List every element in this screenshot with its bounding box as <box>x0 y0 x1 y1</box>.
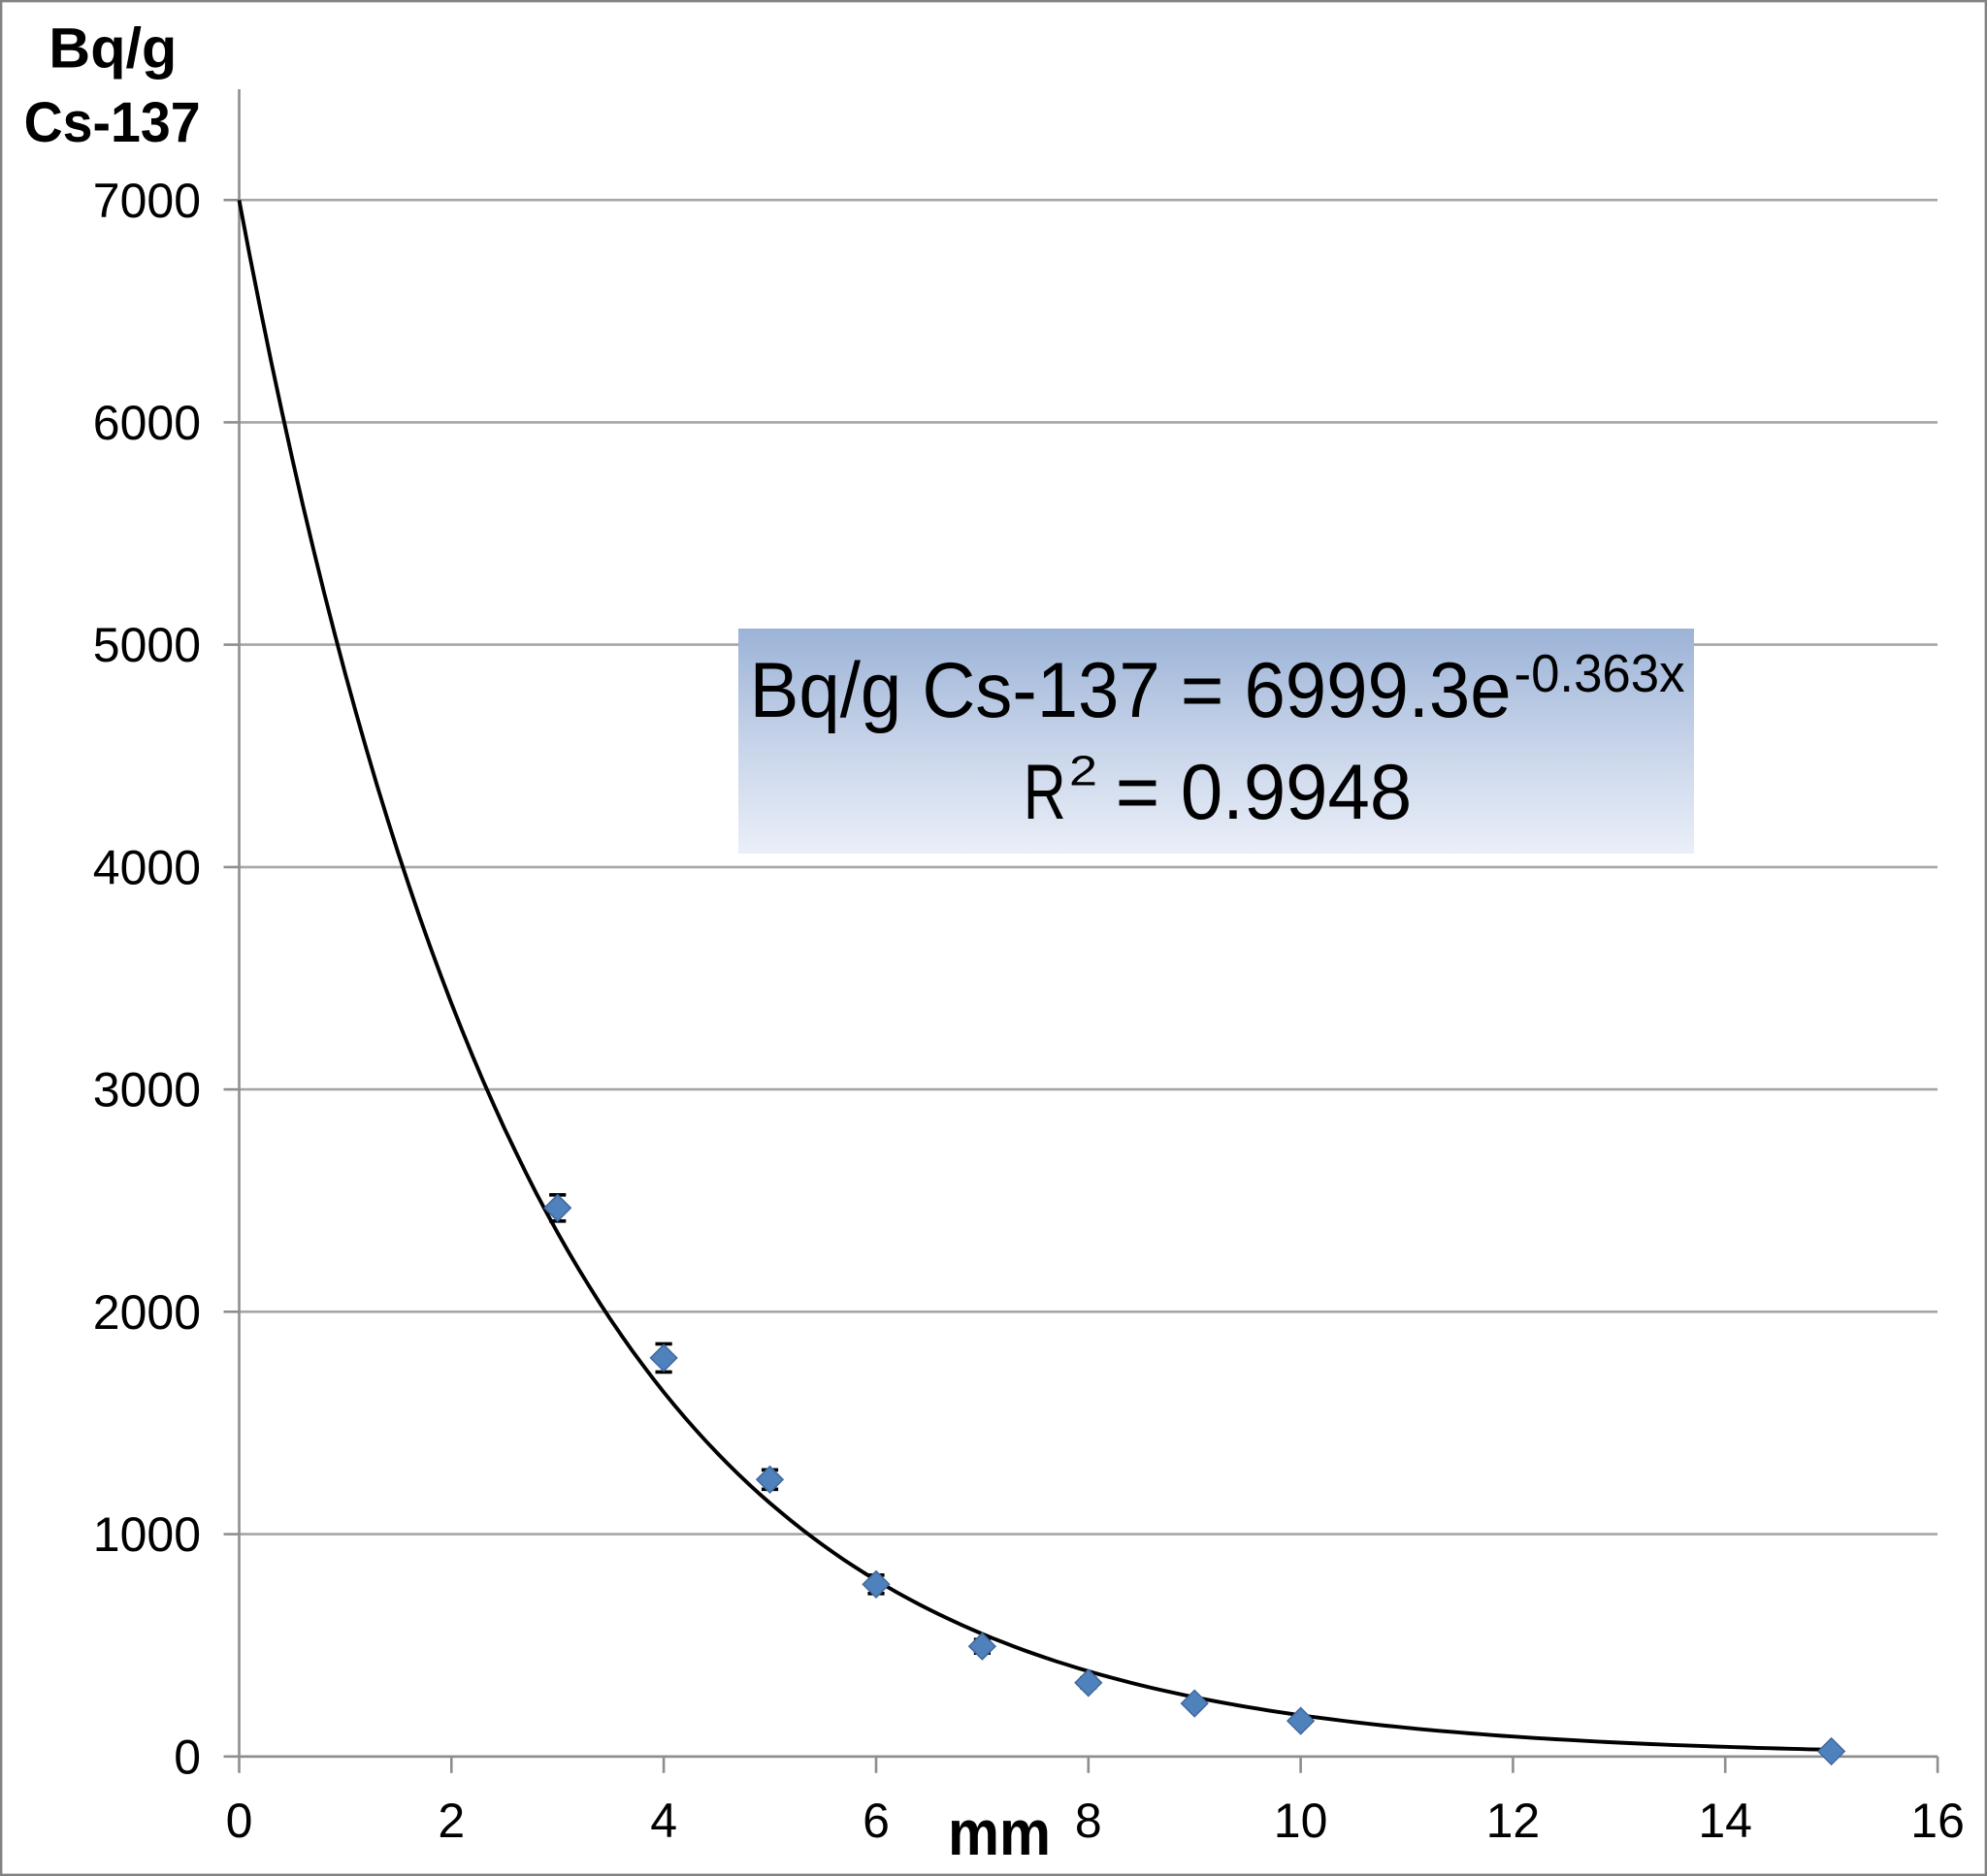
svg-text:4000: 4000 <box>93 841 201 895</box>
svg-text:12: 12 <box>1486 1794 1541 1848</box>
svg-text:Bq/g Cs-137 = 6999.3e: Bq/g Cs-137 = 6999.3e <box>750 647 1512 734</box>
svg-text:2000: 2000 <box>93 1285 201 1340</box>
svg-text:5000: 5000 <box>93 618 201 672</box>
svg-text:14: 14 <box>1698 1794 1752 1848</box>
svg-text:Cs-137: Cs-137 <box>24 91 201 154</box>
svg-text:8: 8 <box>1075 1794 1102 1848</box>
svg-text:mm: mm <box>948 1796 1051 1868</box>
svg-text:0: 0 <box>174 1730 201 1784</box>
svg-text:2: 2 <box>1069 748 1097 795</box>
svg-text:2: 2 <box>438 1794 465 1848</box>
svg-text:10: 10 <box>1274 1794 1328 1848</box>
svg-text:6000: 6000 <box>93 396 201 450</box>
svg-text:7000: 7000 <box>93 174 201 228</box>
svg-text:R: R <box>1024 749 1066 836</box>
svg-text:1000: 1000 <box>93 1507 201 1562</box>
svg-text:16: 16 <box>1910 1794 1965 1848</box>
svg-text:6: 6 <box>863 1794 890 1848</box>
svg-text:Bq/g: Bq/g <box>49 16 177 80</box>
svg-text:= 0.9948: = 0.9948 <box>1116 749 1413 836</box>
svg-text:0: 0 <box>226 1794 253 1848</box>
svg-text:-0.363x: -0.363x <box>1515 643 1685 703</box>
svg-text:4: 4 <box>650 1794 677 1848</box>
svg-text:3000: 3000 <box>93 1063 201 1117</box>
